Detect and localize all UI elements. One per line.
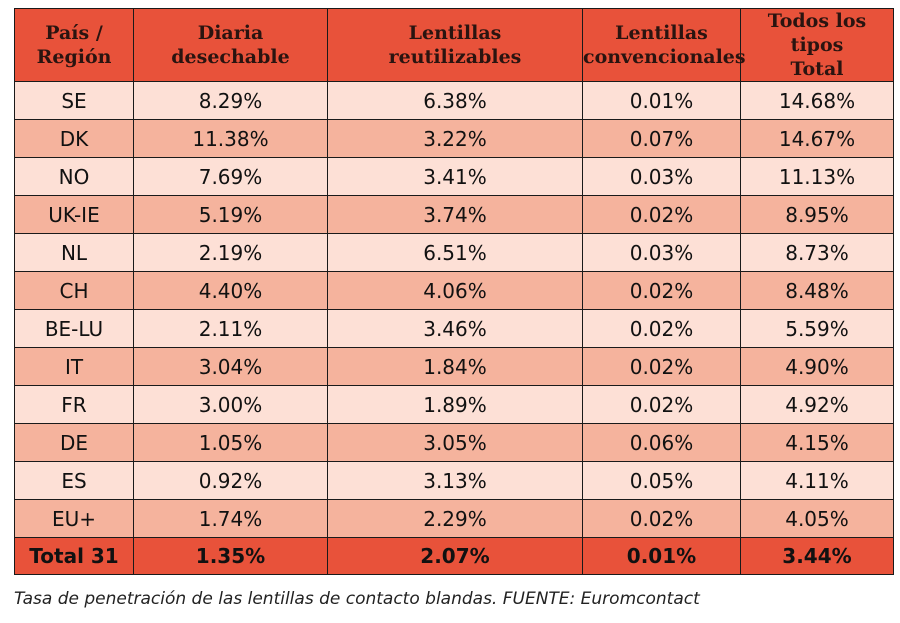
cell-region: CH [14, 271, 134, 310]
table-row: NO 7.69% 3.41% 0.03% 11.13% [14, 157, 894, 196]
cell-reusable: 3.13% [327, 461, 583, 500]
cell-total: 8.48% [740, 271, 894, 310]
cell-conventional: 0.05% [582, 461, 741, 500]
cell-reusable: 1.89% [327, 385, 583, 424]
cell-reusable: 1.84% [327, 347, 583, 386]
cell-region: DK [14, 119, 134, 158]
cell-daily: 11.38% [133, 119, 328, 158]
cell-conventional: 0.02% [582, 271, 741, 310]
header-daily-line2: desechable [171, 46, 290, 68]
cell-conventional: 0.02% [582, 347, 741, 386]
table-row: FR 3.00% 1.89% 0.02% 4.92% [14, 385, 894, 424]
cell-daily: 3.00% [133, 385, 328, 424]
cell-daily: 3.04% [133, 347, 328, 386]
table-total-row: Total 31 1.35% 2.07% 0.01% 3.44% [14, 537, 894, 575]
cell-total: 4.90% [740, 347, 894, 386]
cell-total: 11.13% [740, 157, 894, 196]
cell-total: 8.73% [740, 233, 894, 272]
cell-reusable: 3.05% [327, 423, 583, 462]
header-country: País / Región [14, 8, 134, 82]
cell-conventional: 0.02% [582, 385, 741, 424]
header-total-line1: Todos los tipos [767, 10, 867, 56]
penetration-table-container: País / Región Diaria desechable Lentillas r… [14, 8, 894, 575]
cell-total: 8.95% [740, 195, 894, 234]
cell-region: EU+ [14, 499, 134, 538]
cell-region: SE [14, 81, 134, 120]
cell-daily: 5.19% [133, 195, 328, 234]
cell-conventional: 0.02% [582, 195, 741, 234]
cell-conventional: 0.01% [582, 81, 741, 120]
table-row: NL 2.19% 6.51% 0.03% 8.73% [14, 233, 894, 272]
cell-total: 4.15% [740, 423, 894, 462]
header-conventional: Lentillas convencionales [582, 8, 746, 82]
cell-total: 14.68% [740, 81, 894, 120]
header-country-line2: Región [36, 46, 112, 68]
cell-total-conventional: 0.01% [582, 537, 741, 575]
header-total-line2: Total [790, 58, 844, 80]
header-conventional-line1: Lentillas [615, 22, 708, 44]
header-total: Todos los tipos Total [740, 8, 894, 82]
cell-daily: 4.40% [133, 271, 328, 310]
table-row: EU+ 1.74% 2.29% 0.02% 4.05% [14, 499, 894, 538]
table-row: DE 1.05% 3.05% 0.06% 4.15% [14, 423, 894, 462]
table-header-row: País / Región Diaria desechable Lentillas r… [14, 8, 894, 82]
table-row: CH 4.40% 4.06% 0.02% 8.48% [14, 271, 894, 310]
cell-conventional: 0.03% [582, 233, 741, 272]
header-daily-line1: Diaria [197, 22, 264, 44]
cell-conventional: 0.03% [582, 157, 741, 196]
cell-reusable: 6.51% [327, 233, 583, 272]
cell-daily: 0.92% [133, 461, 328, 500]
header-country-line1: País / [45, 22, 103, 44]
table-row: UK-IE 5.19% 3.74% 0.02% 8.95% [14, 195, 894, 234]
cell-conventional: 0.06% [582, 423, 741, 462]
cell-total: 4.92% [740, 385, 894, 424]
penetration-table: País / Región Diaria desechable Lentillas r… [14, 8, 894, 575]
table-row: DK 11.38% 3.22% 0.07% 14.67% [14, 119, 894, 158]
cell-reusable: 3.74% [327, 195, 583, 234]
cell-reusable: 4.06% [327, 271, 583, 310]
cell-daily: 2.19% [133, 233, 328, 272]
header-reusable: Lentillas reutilizables [327, 8, 583, 82]
cell-reusable: 3.22% [327, 119, 583, 158]
cell-daily: 1.05% [133, 423, 328, 462]
cell-total-daily: 1.35% [133, 537, 328, 575]
cell-daily: 1.74% [133, 499, 328, 538]
cell-conventional: 0.07% [582, 119, 741, 158]
cell-conventional: 0.02% [582, 309, 741, 348]
cell-daily: 8.29% [133, 81, 328, 120]
cell-daily: 2.11% [133, 309, 328, 348]
cell-region: ES [14, 461, 134, 500]
table-row: BE-LU 2.11% 3.46% 0.02% 5.59% [14, 309, 894, 348]
cell-region: DE [14, 423, 134, 462]
cell-reusable: 2.29% [327, 499, 583, 538]
cell-region: NL [14, 233, 134, 272]
cell-total: 4.05% [740, 499, 894, 538]
table-row: IT 3.04% 1.84% 0.02% 4.90% [14, 347, 894, 386]
cell-region: BE-LU [14, 309, 134, 348]
table-row: SE 8.29% 6.38% 0.01% 14.68% [14, 81, 894, 120]
cell-reusable: 3.46% [327, 309, 583, 348]
cell-region: NO [14, 157, 134, 196]
cell-total-label: Total 31 [14, 537, 134, 575]
cell-total-all: 3.44% [740, 537, 894, 575]
cell-region: IT [14, 347, 134, 386]
header-reusable-line2: reutilizables [388, 46, 522, 68]
table-caption: Tasa de penetración de las lentillas de … [14, 589, 700, 609]
cell-reusable: 3.41% [327, 157, 583, 196]
cell-conventional: 0.02% [582, 499, 741, 538]
cell-reusable: 6.38% [327, 81, 583, 120]
cell-total-reusable: 2.07% [327, 537, 583, 575]
header-reusable-line1: Lentillas [408, 22, 502, 44]
cell-region: UK-IE [14, 195, 134, 234]
cell-total: 14.67% [740, 119, 894, 158]
header-conventional-line2: convencionales [583, 46, 746, 68]
cell-region: FR [14, 385, 134, 424]
table-row: ES 0.92% 3.13% 0.05% 4.11% [14, 461, 894, 500]
cell-total: 4.11% [740, 461, 894, 500]
cell-total: 5.59% [740, 309, 894, 348]
header-daily: Diaria desechable [133, 8, 328, 82]
cell-daily: 7.69% [133, 157, 328, 196]
